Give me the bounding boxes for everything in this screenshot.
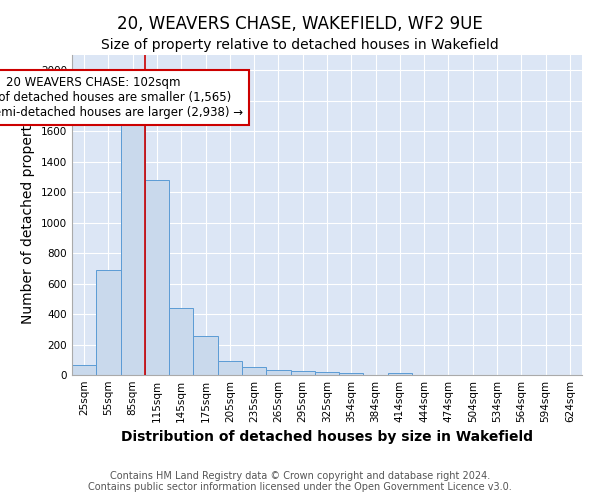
Bar — [96, 270, 121, 375]
Bar — [266, 370, 290, 375]
Bar — [339, 372, 364, 375]
Bar — [193, 336, 218, 375]
Bar — [145, 180, 169, 375]
Text: Size of property relative to detached houses in Wakefield: Size of property relative to detached ho… — [101, 38, 499, 52]
X-axis label: Distribution of detached houses by size in Wakefield: Distribution of detached houses by size … — [121, 430, 533, 444]
Bar — [242, 366, 266, 375]
Bar — [121, 125, 145, 375]
Bar — [315, 372, 339, 375]
Y-axis label: Number of detached properties: Number of detached properties — [22, 106, 35, 324]
Bar — [290, 371, 315, 375]
Bar — [218, 362, 242, 375]
Text: 20 WEAVERS CHASE: 102sqm
← 34% of detached houses are smaller (1,565)
65% of sem: 20 WEAVERS CHASE: 102sqm ← 34% of detach… — [0, 76, 243, 120]
Bar — [72, 365, 96, 375]
Bar — [169, 308, 193, 375]
Bar — [388, 372, 412, 375]
Text: Contains HM Land Registry data © Crown copyright and database right 2024.
Contai: Contains HM Land Registry data © Crown c… — [88, 471, 512, 492]
Text: 20, WEAVERS CHASE, WAKEFIELD, WF2 9UE: 20, WEAVERS CHASE, WAKEFIELD, WF2 9UE — [117, 15, 483, 33]
